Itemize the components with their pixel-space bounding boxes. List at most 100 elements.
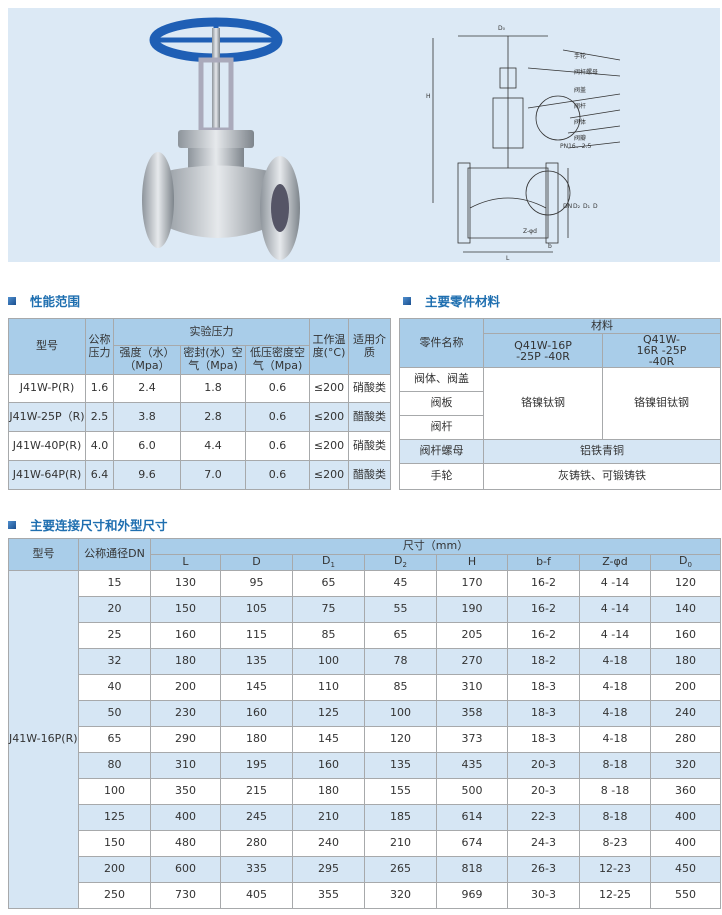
table-cell: 210	[364, 830, 437, 857]
table-row: 25 160 115 85 65 205 16-2 4 -14 160	[8, 622, 722, 649]
table-row: J41W-16P(R) 15 130 95 65 45 170 16-2 4 -14 120	[8, 570, 722, 909]
table-row: J41W-64P(R) 6.4 9.6 7.0 0.6 ≤200 醋酸类	[8, 460, 391, 490]
material-value: 灰铸铁、可锻铸铁	[483, 463, 721, 490]
table-row: 125 400 245 210 185 614 22-3 8-18 400	[8, 804, 722, 831]
table-cell: 95	[220, 570, 293, 597]
table-cell: 614	[436, 804, 508, 831]
table-cell: ≤200	[309, 402, 349, 432]
table-cell: ≤200	[309, 460, 349, 490]
label-bonnet: 阀盖	[574, 86, 586, 94]
table-cell: 65	[292, 570, 365, 597]
table-cell: 160	[150, 622, 221, 649]
table-cell: 4 -14	[579, 622, 651, 649]
table-cell: 145	[292, 726, 365, 753]
dim-d: D	[593, 203, 598, 210]
dim-h: H	[426, 93, 431, 100]
table-cell: 120	[649, 570, 722, 597]
table-cell: 16-2	[507, 596, 580, 623]
column-header: D2	[364, 554, 437, 571]
dim-zd: Z-φd	[523, 228, 537, 235]
table-cell: 8-23	[579, 830, 651, 857]
table-cell: 25	[78, 622, 151, 649]
table-cell: 4-18	[579, 700, 651, 727]
table-cell: 4-18	[579, 648, 651, 675]
table-cell: 4 -14	[579, 596, 651, 623]
table-cell: 0.6	[245, 431, 310, 461]
material-value: 铝铁青铜	[483, 439, 721, 464]
table-cell: 600	[150, 856, 221, 883]
column-header: D1	[292, 554, 365, 571]
table-cell: 818	[436, 856, 508, 883]
table-cell: 18-3	[507, 674, 580, 701]
table-row: 20 150 105 75 55 190 16-2 4 -14 140	[8, 596, 722, 623]
model-cell: J41W-16P(R)	[8, 570, 79, 909]
table-cell: 373	[436, 726, 508, 753]
bullet-square-icon	[403, 296, 411, 305]
table-cell: 20-3	[507, 778, 580, 805]
header-material-col2: Q41W-16R -25P -40R	[602, 333, 721, 368]
table-cell: 85	[364, 674, 437, 701]
table-cell: 265	[364, 856, 437, 883]
table-cell: 12-23	[579, 856, 651, 883]
table-cell: 硝酸类	[348, 431, 391, 461]
table-cell: 22-3	[507, 804, 580, 831]
column-header: b-f	[507, 554, 580, 571]
table-cell: 18-3	[507, 726, 580, 753]
bullet-square-icon	[8, 296, 16, 305]
table-cell: 50	[78, 700, 151, 727]
table-cell: 3.8	[113, 402, 181, 432]
table-cell: 0.6	[245, 402, 310, 432]
table-cell: 135	[220, 648, 293, 675]
performance-table: 型号 公称压力 实验压力 工作温度(°C) 适用介质 强度（水）（Mpa） 密封…	[8, 318, 391, 490]
section-title-text: 主要连接尺寸和外型尺寸	[30, 518, 168, 533]
table-cell: 435	[436, 752, 508, 779]
header-part: 零件名称	[399, 318, 484, 368]
table-cell: 78	[364, 648, 437, 675]
table-cell: 100	[292, 648, 365, 675]
materials-table: 零件名称 材料 Q41W-16P -25P -40R Q41W-16R -25P…	[399, 318, 721, 490]
table-cell: 30-3	[507, 882, 580, 909]
section-performance-title: 性能范围	[8, 291, 80, 310]
table-cell: 155	[364, 778, 437, 805]
table-cell: 335	[220, 856, 293, 883]
table-cell: 969	[436, 882, 508, 909]
table-cell: 405	[220, 882, 293, 909]
table-cell: 32	[78, 648, 151, 675]
table-cell: 230	[150, 700, 221, 727]
header-model: 型号	[8, 318, 86, 375]
column-header: Z-φd	[579, 554, 651, 571]
table-cell: 290	[150, 726, 221, 753]
table-cell: 15	[78, 570, 151, 597]
table-cell: 145	[220, 674, 293, 701]
table-cell: 醋酸类	[348, 402, 391, 432]
part-name: 阀板	[399, 391, 484, 416]
table-cell: 360	[649, 778, 722, 805]
table-cell: 1.6	[85, 374, 114, 403]
header-temp: 工作温度(°C)	[309, 318, 349, 375]
table-cell: 180	[649, 648, 722, 675]
table-cell: 730	[150, 882, 221, 909]
section-title-text: 性能范围	[30, 294, 81, 309]
part-name: 手轮	[399, 463, 484, 490]
table-row: 250 730 405 355 320 969 30-3 12-25 550	[8, 882, 722, 909]
table-row: 50 230 160 125 100 358 18-3 4-18 240	[8, 700, 722, 727]
table-row: 100 350 215 180 155 500 20-3 8 -18 360	[8, 778, 722, 805]
label-pn: PN16、2.5	[560, 143, 591, 150]
label-stem: 阀杆	[574, 102, 586, 110]
table-cell: 450	[649, 856, 722, 883]
table-row: 40 200 145 110 85 310 18-3 4-18 200	[8, 674, 722, 701]
table-cell: 200	[649, 674, 722, 701]
table-cell: J41W-40P(R)	[8, 431, 86, 461]
table-row: 200 600 335 295 265 818 26-3 12-23 450	[8, 856, 722, 883]
product-image-panel: 手轮 阀杆螺母 阀盖 阀杆 阀体 阀瓣 PN16、2.5 D₀ H DN D₂ …	[8, 8, 720, 262]
header-test-pressure: 实验压力	[113, 318, 310, 346]
table-cell: 358	[436, 700, 508, 727]
dim-d2: D₂	[573, 203, 581, 210]
table-row: 150 480 280 240 210 674 24-3 8-23 400	[8, 830, 722, 857]
table-cell: J41W-25P（R)	[8, 402, 86, 432]
table-cell: 2.5	[85, 402, 114, 432]
table-cell: 400	[150, 804, 221, 831]
header-material-col1: Q41W-16P -25P -40R	[483, 333, 603, 368]
table-cell: 280	[220, 830, 293, 857]
